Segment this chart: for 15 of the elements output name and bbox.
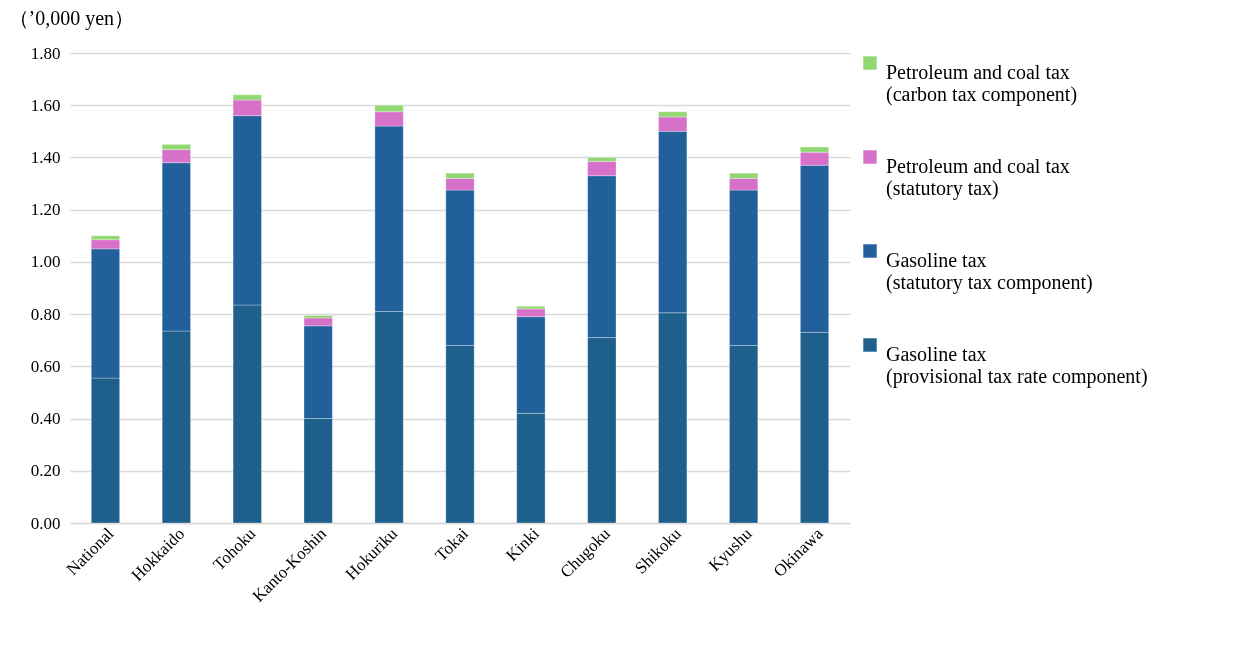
y-tick-label: 0.00 <box>30 513 61 533</box>
y-tick-label: 0.40 <box>30 409 61 429</box>
legend-label: Petroleum and coal tax (statutory tax) <box>886 155 1070 200</box>
y-tick-label: 0.20 <box>30 461 61 481</box>
y-tick-label: 1.40 <box>30 147 61 167</box>
y-tick-label: 0.80 <box>30 304 61 324</box>
y-axis-title: （’0,000 yen） <box>8 6 135 30</box>
legend-label: Petroleum and coal tax (carbon tax component) <box>886 61 1078 106</box>
y-tick-label: 1.20 <box>30 200 61 220</box>
legend-label: Gasoline tax (provisional tax rate component) <box>886 343 1148 388</box>
y-tick-label: 1.00 <box>30 252 61 272</box>
y-tick-label: 1.80 <box>30 43 61 63</box>
legend-label: Gasoline tax (statutory tax component) <box>886 249 1093 294</box>
y-tick-label: 0.60 <box>30 356 61 376</box>
y-tick-label: 1.60 <box>30 95 61 115</box>
